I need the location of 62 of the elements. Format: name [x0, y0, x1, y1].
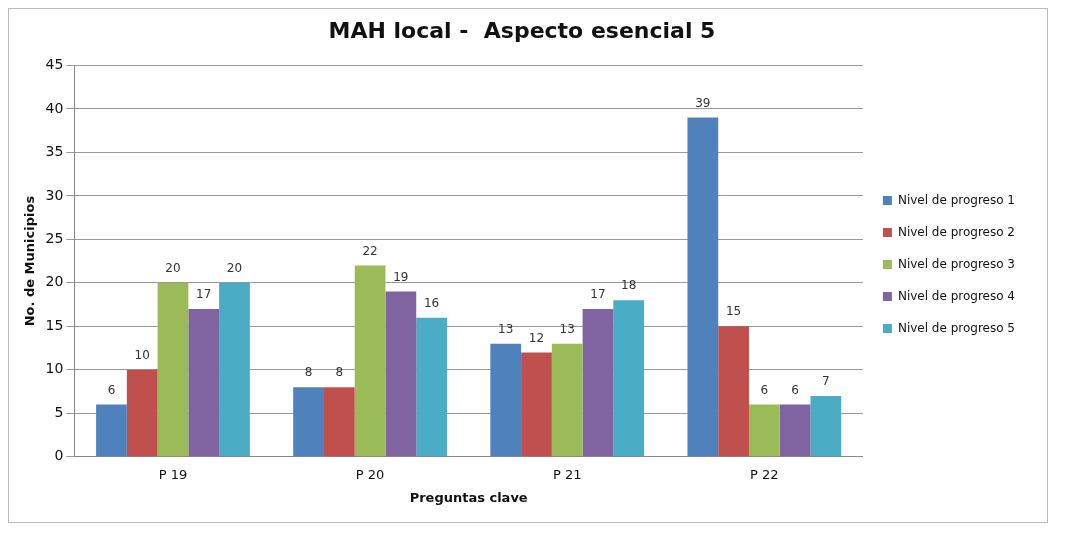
bar	[687, 117, 719, 457]
data-label: 6	[791, 382, 799, 397]
bar	[551, 343, 583, 457]
data-label: 18	[621, 278, 637, 293]
bar	[810, 395, 842, 457]
legend-label: Nivel de progreso 5	[897, 320, 1016, 335]
legend-label: Nivel de progreso 2	[897, 224, 1016, 239]
bar	[157, 282, 189, 457]
data-label: 6	[760, 382, 769, 397]
y-tick-label: 0	[54, 447, 64, 464]
data-label: 8	[304, 365, 313, 380]
y-tick-label: 10	[45, 360, 64, 377]
y-tick-label: 15	[45, 316, 64, 333]
x-tick-label: P 19	[158, 466, 188, 482]
bar	[779, 404, 811, 457]
y-tick-label: 5	[54, 403, 64, 420]
data-label: 8	[335, 365, 344, 380]
bar	[521, 352, 552, 457]
data-label: 12	[528, 330, 545, 345]
bar	[748, 404, 780, 457]
data-label: 20	[226, 260, 243, 275]
y-tick-label: 45	[45, 56, 64, 73]
legend-label: Nivel de progreso 3	[897, 256, 1016, 271]
data-label: 22	[362, 243, 378, 258]
x-tick-label: P 20	[355, 466, 385, 482]
data-label: 17	[196, 287, 212, 302]
data-label: 39	[695, 95, 711, 110]
bar	[293, 387, 324, 457]
bar	[416, 317, 447, 457]
data-label: 7	[822, 374, 830, 389]
bar	[354, 265, 386, 457]
y-axis-title: No. de Municipios	[22, 195, 38, 327]
data-label: 10	[134, 347, 150, 362]
y-tick-label: 30	[45, 186, 64, 203]
bar	[718, 326, 749, 457]
data-label: 20	[165, 260, 181, 275]
data-label: 13	[559, 321, 575, 336]
bar	[490, 343, 522, 457]
y-tick-label: 35	[45, 143, 64, 160]
x-tick-label: P 21	[552, 466, 582, 482]
bar	[385, 291, 417, 457]
data-label: 6	[107, 382, 116, 397]
data-label: 15	[725, 304, 742, 319]
y-tick-label: 25	[45, 230, 64, 246]
bar	[613, 300, 645, 457]
x-tick-label: P 22	[750, 466, 779, 482]
data-label: 19	[393, 269, 409, 284]
bar	[323, 387, 355, 457]
bar	[188, 308, 220, 457]
y-tick-label: 20	[45, 273, 64, 290]
data-label: 16	[423, 295, 440, 310]
data-label: 13	[498, 321, 514, 336]
legend-label: Nivel de progreso 1	[897, 192, 1016, 207]
bar	[126, 369, 158, 457]
y-tick-label: 40	[45, 99, 64, 116]
legend-label: Nivel de progreso 4	[897, 288, 1016, 303]
x-axis-title: Preguntas clave	[409, 489, 528, 505]
chart-title: MAH local - Aspecto esencial 5	[328, 17, 716, 43]
bar	[219, 282, 250, 457]
bar	[96, 404, 127, 457]
bar	[582, 308, 614, 457]
data-label: 17	[590, 287, 606, 302]
